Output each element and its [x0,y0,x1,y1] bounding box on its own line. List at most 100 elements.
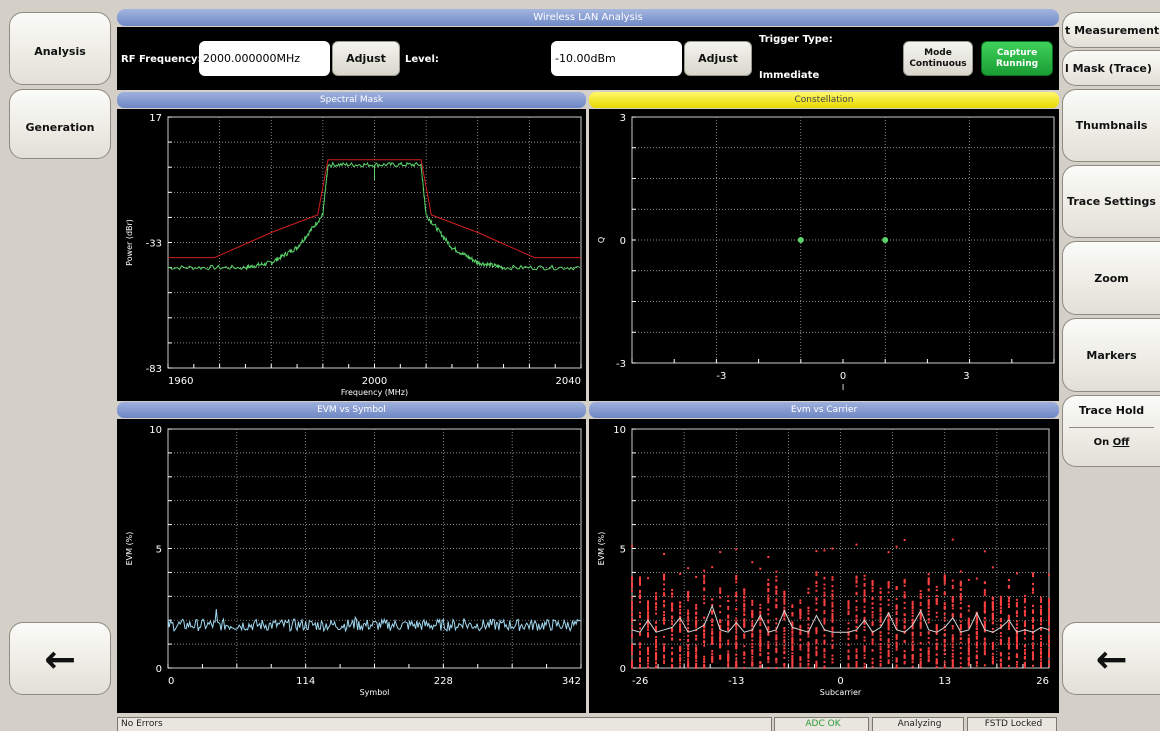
evm-carrier-point [991,604,994,607]
mode-continuous-button[interactable]: Mode Continuous [903,41,973,76]
evm-carrier-point [951,636,954,639]
evm-carrier-point [1039,620,1042,623]
evm-carrier-point [695,626,698,629]
generation-label: Generation [25,121,95,134]
evm-carrier-point [639,622,642,625]
evm-carrier-point [703,641,706,644]
evm-carrier-point [687,599,690,602]
evm-carrier-point [951,596,954,599]
evm-carrier-point [1023,606,1026,609]
evm-carrier-point [911,605,914,608]
evm-carrier-point [647,602,650,605]
markers-button[interactable]: Markers [1062,318,1160,392]
evm-carrier-point [743,618,746,621]
evm-carrier-point [1031,635,1034,638]
evm-carrier-point [815,639,818,642]
mask-ytick-label: -83 [146,364,162,375]
thumbnails-button[interactable]: Thumbnails [1062,89,1160,162]
evm-carrier-point [727,654,730,657]
zoom-button[interactable]: Zoom [1062,241,1160,315]
rf-frequency-field[interactable]: 2000.000000MHz [199,41,330,76]
evm-carrier-point [791,663,794,666]
evm-carrier-point [943,664,946,667]
evm-carrier-point [815,630,818,633]
evm-carrier-point [727,659,730,662]
evm-carrier-point [1031,587,1034,590]
spectral-mask-header[interactable]: Spectral Mask [117,92,586,108]
evm-carrier-point [863,599,866,602]
evm-carrier-point [743,588,746,591]
evm-carrier-point [727,608,730,611]
evm-carrier-point [719,589,722,592]
evm-carrier-point [991,645,994,648]
evm-carrier-point [943,575,946,578]
evm-carrier-point [919,660,922,663]
evm-carrier-point [679,628,682,631]
evm-carrier-point [855,660,858,663]
evm-carrier-point [871,643,874,646]
evm-carrier-point [879,655,882,658]
evm-carrier-outlier [887,551,890,554]
evm-carrier-point [703,666,706,669]
evm-carrier-point [975,616,978,619]
constellation-panel[interactable]: I Q -3 0 3 3 0 -3 [589,109,1059,401]
evm-carrier-point [895,617,898,620]
level-adjust-button[interactable]: Adjust [684,41,752,76]
evm-carrier-point [655,638,658,641]
evm-carrier-point [967,642,970,645]
evm-carrier-point [871,632,874,635]
trigger-type-value[interactable]: Immediate [759,70,820,81]
status-bar: No Errors ADC OK Analyzing FSTD Locked [117,716,1059,731]
evm-carrier-point [927,577,930,580]
capture-running-button[interactable]: Capture Running [981,41,1053,76]
evm-carrier-point [999,624,1002,627]
evm-carrier-point [967,644,970,647]
trace-settings-button[interactable]: Trace Settings [1062,165,1160,238]
evm-carrier-point [863,582,866,585]
evm-carrier-point [663,647,666,650]
evm-carrier-point [991,642,994,645]
evm-carrier-point [711,610,714,613]
evm-carrier-outlier [903,539,906,542]
evm-carrier-point [791,636,794,639]
evm-carrier-point [759,662,762,665]
evm-carrier-point [791,646,794,649]
evm-carrier-point [639,627,642,630]
evm-carrier-point [887,603,890,606]
evm-carrier-point [639,589,642,592]
evm-carrier-outlier [711,566,714,569]
left-back-button[interactable]: ← [9,622,111,695]
evm-carrier-point [767,660,770,663]
evm-carrier-point [847,603,850,606]
evm-carrier-point [887,661,890,664]
evm-carrier-point [919,631,922,634]
evms-xlabel: Symbol [360,688,390,697]
evm-carrier-point [1007,637,1010,640]
trace-hold-button[interactable]: Trace Hold On Off [1062,395,1160,467]
generation-button[interactable]: Generation [9,89,111,159]
evm-carrier-point [775,636,778,639]
evm-carrier-point [991,644,994,647]
evm-carrier-point [847,622,850,625]
spectral-mask-panel[interactable]: Frequency (MHz) Power (dBr) 1960 2000 2040 17… [117,109,586,401]
evm-carrier-point [895,607,898,610]
evm-carrier-point [911,625,914,628]
mask-trace-tab[interactable]: l Mask (Trace) [1062,50,1160,86]
evm-symbol-panel[interactable]: Symbol EVM (%) 0 114 228 342 10 5 0 [117,419,586,713]
evm-carrier-point [727,616,730,619]
evm-carrier-point [703,664,706,667]
evm-carrier-point [927,653,930,656]
level-field[interactable]: -10.00dBm [551,41,682,76]
analysis-button[interactable]: Analysis [9,12,111,85]
evm-carrier-point [967,609,970,612]
evm-carrier-panel[interactable]: Subcarrier EVM (%) -26 -13 0 13 26 10 5 0 [589,419,1059,713]
evm-symbol-header[interactable]: EVM vs Symbol [117,402,586,418]
right-back-button[interactable]: ← [1062,622,1160,695]
evm-carrier-point [991,614,994,617]
constellation-header[interactable]: Constellation [589,92,1059,108]
rf-adjust-button[interactable]: Adjust [332,41,400,76]
measurement-tab[interactable]: t Measurement [1062,12,1160,48]
evm-carrier-point [791,611,794,614]
evm-carrier-header[interactable]: Evm vs Carrier [589,402,1059,418]
evm-carrier-point [639,591,642,594]
